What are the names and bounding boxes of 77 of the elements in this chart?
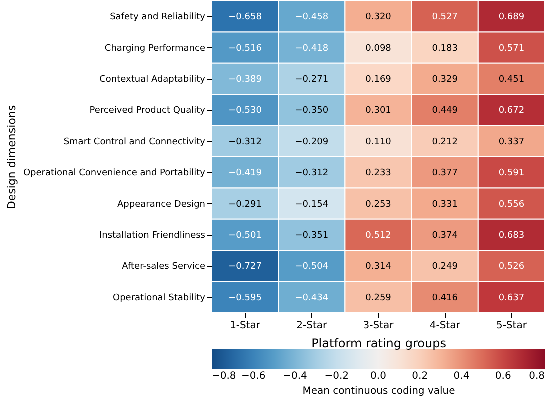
data-label: −0.154: [295, 200, 329, 210]
data-label: −0.312: [228, 137, 262, 148]
y-tick-label: Charging Performance: [104, 44, 206, 54]
y-axis-title: Design dimensions: [5, 105, 18, 210]
data-label: 0.320: [366, 12, 392, 23]
data-label: −0.209: [295, 137, 329, 148]
data-label: 0.314: [366, 262, 392, 272]
y-tick-label: Perceived Product Quality: [90, 106, 206, 116]
x-tick-label: 1-Star: [230, 320, 262, 332]
data-label: 0.249: [432, 262, 458, 272]
x-axis-title: Platform rating groups: [312, 336, 446, 350]
y-tick-label: Installation Friendliness: [99, 231, 206, 241]
color-bar-label: 0.2: [412, 371, 428, 382]
data-label: −0.418: [295, 44, 329, 54]
y-tick-label: Smart Control and Connectivity: [64, 137, 206, 148]
y-tick-label: Safety and Reliability: [110, 12, 206, 23]
data-label: −0.595: [228, 293, 262, 304]
data-label: −0.501: [228, 231, 262, 241]
data-label: 0.331: [432, 200, 458, 210]
data-label: 0.259: [366, 293, 392, 304]
data-label: 0.672: [498, 106, 525, 116]
data-label: 0.689: [498, 12, 525, 23]
data-label: 0.683: [498, 231, 525, 241]
data-label: 0.374: [432, 231, 458, 241]
color-bar-label: −0.6: [241, 371, 266, 382]
data-label: −0.389: [228, 75, 262, 85]
x-tick-label: 3-Star: [363, 320, 395, 332]
data-label: 0.416: [432, 293, 458, 304]
data-label: −0.658: [228, 12, 262, 23]
color-bar-title: Mean continuous coding value: [302, 386, 456, 397]
x-tick-label: 5-Star: [496, 320, 528, 332]
x-tick-label: 4-Star: [430, 320, 462, 332]
data-label: 0.337: [498, 137, 525, 148]
data-label: 0.591: [498, 168, 525, 179]
data-label: 0.329: [432, 75, 458, 85]
data-label: −0.727: [228, 262, 262, 272]
color-bar-label: −0.2: [324, 371, 350, 382]
data-label: −0.291: [228, 200, 262, 210]
data-label: 0.451: [498, 75, 525, 85]
color-bar-label: −0.4: [283, 371, 308, 382]
data-label: 0.571: [498, 44, 525, 54]
data-label: −0.271: [295, 75, 329, 85]
data-label: 0.512: [366, 231, 392, 241]
x-tick-label: 2-Star: [296, 320, 328, 332]
color-bar-label: 0.8: [529, 371, 545, 382]
color-bar-label: 0.4: [454, 371, 470, 382]
data-label: −0.434: [295, 293, 329, 304]
y-tick-label: Operational Convenience and Portability: [23, 168, 206, 179]
data-label: −0.350: [295, 106, 329, 116]
y-tick-label: Appearance Design: [118, 200, 206, 210]
data-label: 0.183: [432, 44, 458, 54]
data-label: 0.449: [432, 106, 458, 116]
data-label: 0.253: [366, 200, 392, 210]
data-label: 0.169: [366, 75, 392, 85]
data-label: −0.458: [295, 12, 329, 23]
y-tick-label: Operational Stability: [113, 293, 206, 304]
data-label: 0.233: [366, 168, 392, 179]
data-label: −0.312: [295, 168, 329, 179]
data-label: 0.637: [498, 293, 525, 304]
data-label: 0.110: [366, 137, 392, 148]
data-label: 0.556: [498, 200, 525, 210]
data-label: −0.516: [228, 44, 262, 54]
data-label: 0.212: [432, 137, 458, 148]
y-tick-label: After-sales Service: [122, 262, 206, 272]
data-label: 0.526: [498, 262, 525, 272]
data-label: 0.301: [366, 106, 392, 116]
data-label: 0.098: [366, 44, 392, 54]
data-label: 0.377: [432, 168, 458, 179]
y-tick-label: Contextual Adaptability: [100, 75, 206, 85]
color-bar-label: −0.8: [212, 371, 236, 382]
color-bar-label: 0.6: [495, 371, 512, 382]
data-label: −0.351: [295, 231, 329, 241]
color-bar-label: 0.0: [370, 371, 386, 382]
data-label: 0.527: [432, 12, 458, 23]
data-label: −0.419: [228, 168, 262, 179]
data-label: −0.530: [228, 106, 262, 116]
data-label: −0.504: [295, 262, 329, 272]
